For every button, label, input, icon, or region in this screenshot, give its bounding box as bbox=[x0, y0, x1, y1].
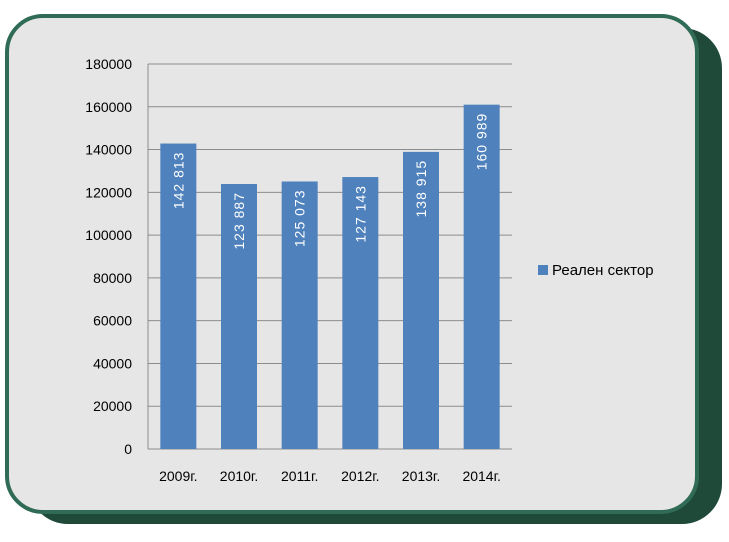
y-tick-label: 120000 bbox=[85, 184, 132, 200]
x-tick-label: 2013г. bbox=[402, 468, 440, 484]
y-tick-label: 160000 bbox=[85, 99, 132, 115]
data-label: 160 989 bbox=[474, 113, 490, 171]
y-tick-label: 60000 bbox=[93, 313, 132, 329]
data-label: 142 813 bbox=[170, 152, 186, 210]
data-label: 125 073 bbox=[292, 189, 308, 247]
y-tick-labels: 0 20000 40000 60000 80000 100000 120000 140000 1… bbox=[85, 56, 132, 457]
data-label: 138 915 bbox=[413, 160, 429, 218]
x-tick-labels: 2009г. 2010г. 2011г. 2012г. 2013г. 2014г. bbox=[159, 468, 501, 484]
y-tick-label: 20000 bbox=[93, 398, 132, 414]
gridlines bbox=[148, 63, 512, 407]
y-tick-label: 80000 bbox=[93, 270, 132, 286]
bar bbox=[160, 143, 197, 449]
y-tick-label: 180000 bbox=[85, 56, 132, 72]
y-tick-label: 40000 bbox=[93, 355, 132, 371]
x-tick-label: 2012г. bbox=[341, 468, 379, 484]
bar bbox=[403, 151, 439, 449]
bar bbox=[221, 184, 257, 449]
y-tick-label: 140000 bbox=[85, 142, 132, 158]
x-tick-label: 2009г. bbox=[159, 468, 197, 484]
x-tick-label: 2014г. bbox=[462, 468, 500, 484]
data-label: 123 887 bbox=[231, 192, 247, 250]
legend: Реален сектор bbox=[538, 262, 654, 279]
x-tick-label: 2010г. bbox=[220, 468, 258, 484]
data-labels: 142 813 123 887 125 073 127 143 138 915 160 9… bbox=[170, 113, 489, 250]
axes bbox=[147, 64, 512, 450]
bar bbox=[342, 177, 379, 450]
y-tick-label: 100000 bbox=[85, 227, 132, 243]
bar bbox=[281, 181, 318, 449]
bar bbox=[463, 104, 500, 449]
y-tick-label: 0 bbox=[124, 441, 132, 457]
bars bbox=[160, 104, 500, 450]
legend-swatch bbox=[538, 265, 548, 275]
x-tick-label: 2011г. bbox=[281, 468, 318, 484]
data-label: 127 143 bbox=[352, 185, 368, 243]
legend-label: Реален сектор bbox=[552, 262, 654, 279]
